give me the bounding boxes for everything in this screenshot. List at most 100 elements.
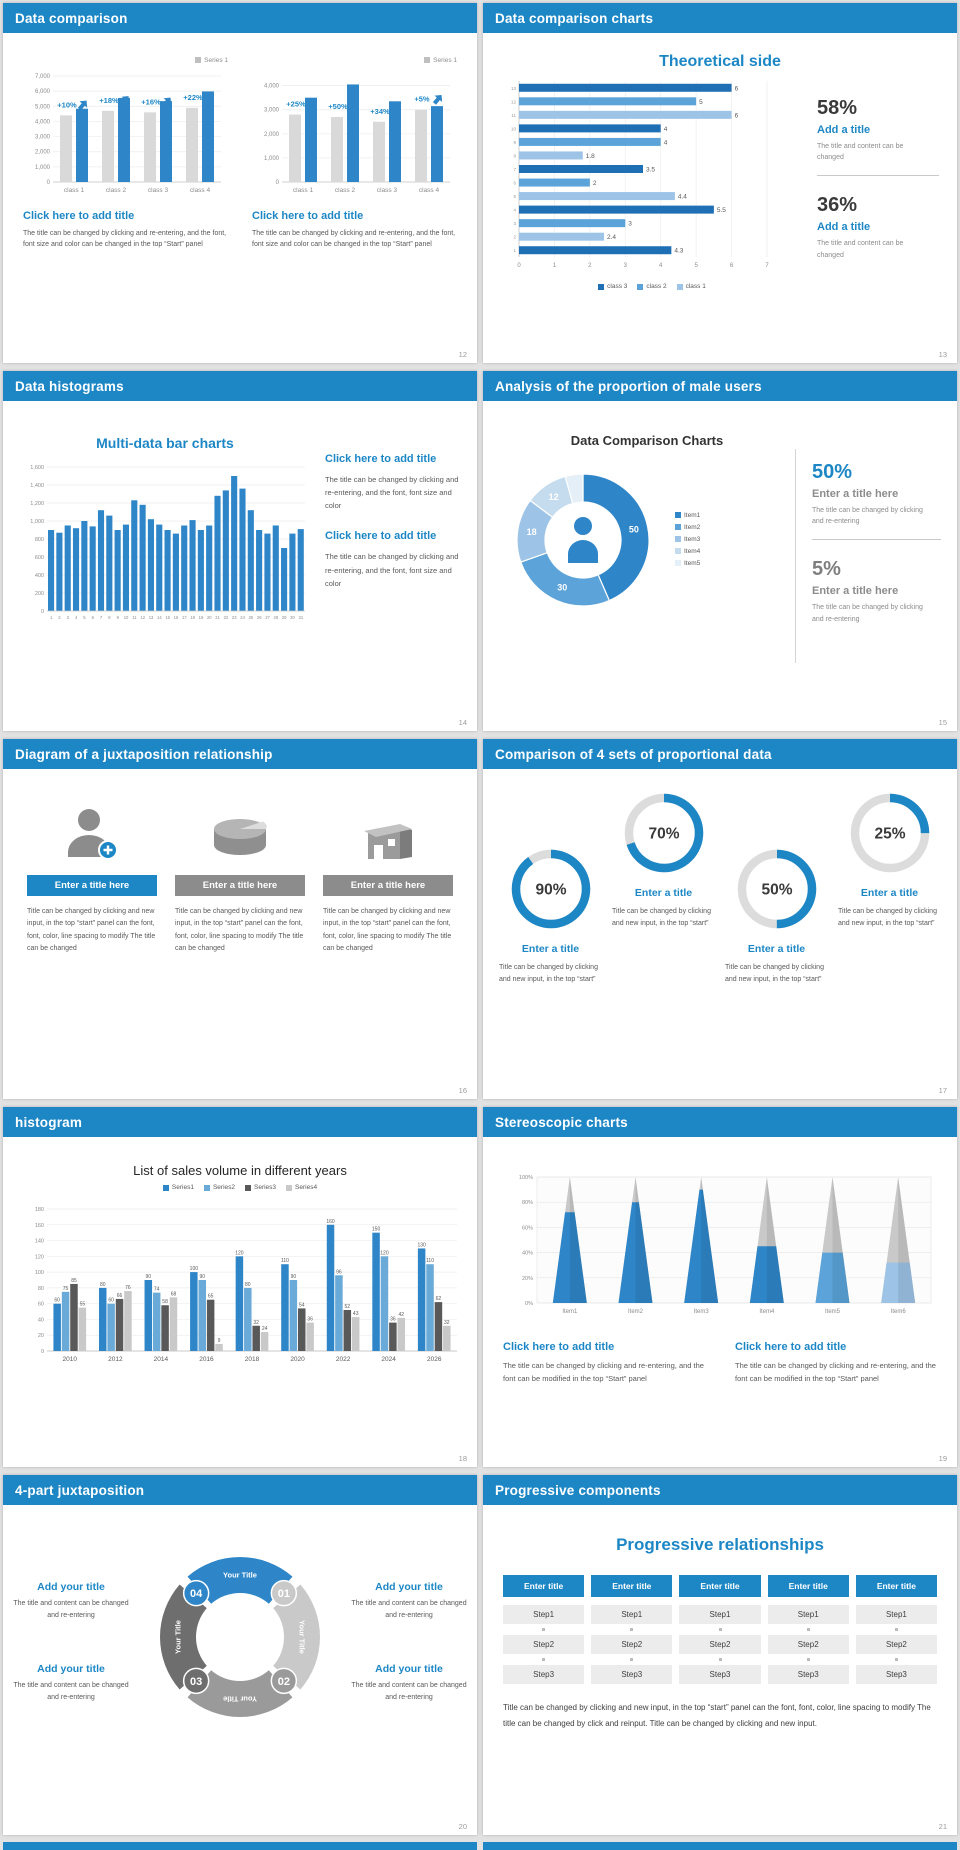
step: Step1 <box>591 1605 673 1624</box>
svg-text:0: 0 <box>41 1349 44 1355</box>
item-title: Enter a title here <box>175 875 305 896</box>
svg-text:80%: 80% <box>522 1200 533 1206</box>
svg-text:7: 7 <box>765 263 769 269</box>
svg-text:20: 20 <box>207 615 212 620</box>
stat-value: 50% <box>812 461 853 483</box>
svg-text:120: 120 <box>380 1250 389 1256</box>
svg-text:160: 160 <box>35 1223 44 1229</box>
section-title: Click here to add title <box>325 530 437 543</box>
svg-text:180: 180 <box>35 1207 44 1213</box>
slide-14-data-histograms[interactable]: Data histograms Multi-data bar charts 0 2… <box>3 371 477 731</box>
svg-text:class 3: class 3 <box>148 187 169 194</box>
next-slide-header-partial <box>3 1842 477 1850</box>
slide-12-data-comparison[interactable]: Data comparison Series 1 0 1,000 2,000 3,00… <box>3 3 477 363</box>
svg-text:class 2: class 2 <box>106 187 127 194</box>
ring-title: Enter a title <box>634 887 693 899</box>
svg-text:6: 6 <box>730 263 734 269</box>
slide-13-data-comparison-charts[interactable]: Data comparison charts Theoretical side … <box>483 3 957 363</box>
svg-text:23: 23 <box>232 615 237 620</box>
slide-title-bar: Comparison of 4 sets of proportional dat… <box>483 739 957 769</box>
corner-body: The title and content can be changed and… <box>351 1600 467 1619</box>
ring-text: Title can be changed by clicking and new… <box>838 908 937 927</box>
column-header: Enter title <box>679 1575 761 1597</box>
legend-swatch <box>424 57 431 63</box>
slide-19-stereoscopic-charts[interactable]: Stereoscopic charts 0% 20% 40% 60% 80% 100% It… <box>483 1107 957 1467</box>
svg-text:50%: 50% <box>761 882 792 899</box>
slide-15-male-users-proportion[interactable]: Analysis of the proportion of male users… <box>483 371 957 731</box>
panel-text: The title can be changed by clicking and… <box>23 230 227 249</box>
svg-text:1,000: 1,000 <box>35 165 51 171</box>
section-title: Click here to add title <box>503 1341 615 1353</box>
step: Step2 <box>591 1635 673 1654</box>
svg-text:160: 160 <box>326 1219 335 1225</box>
legend-swatch <box>203 1184 210 1191</box>
panel-text: The title can be changed by clicking and… <box>252 230 456 249</box>
svg-text:42: 42 <box>398 1312 404 1318</box>
slide-21-progressive-components[interactable]: Progressive components Progressive relat… <box>483 1475 957 1835</box>
svg-text:150: 150 <box>372 1227 381 1233</box>
legend-swatch <box>676 283 683 290</box>
svg-text:32: 32 <box>253 1320 259 1326</box>
svg-text:17: 17 <box>182 615 187 620</box>
grouped-column-chart: 0 20 40 60 80 100 120 140 160 180 60 75 85 55 2010 80 60… <box>19 1195 461 1379</box>
svg-text:4: 4 <box>664 139 668 146</box>
slide-16-juxtaposition-diagram[interactable]: Diagram of a juxtaposition relationship … <box>3 739 477 1099</box>
svg-text:1,600: 1,600 <box>30 465 44 471</box>
page-number: 18 <box>458 1454 467 1463</box>
legend-swatch <box>195 57 202 63</box>
svg-text:+5%: +5% <box>414 95 430 104</box>
corner-title: Add your title <box>375 1663 443 1675</box>
stat-title: Enter a title here <box>812 488 899 500</box>
stat-text: The title and content can be changed <box>817 240 904 259</box>
svg-text:30: 30 <box>290 615 295 620</box>
column-header: Enter title <box>591 1575 673 1597</box>
step: Step2 <box>767 1635 849 1654</box>
svg-text:110: 110 <box>426 1258 434 1264</box>
ring-item: 70% Enter a title Title can be changed b… <box>612 789 715 986</box>
slide-paragraph: Title can be changed by clicking and new… <box>503 1703 931 1728</box>
svg-text:0: 0 <box>47 180 51 186</box>
legend-item: Item1 <box>675 512 700 519</box>
svg-text:04: 04 <box>190 1588 203 1600</box>
slide-title-bar: 4-part juxtaposition <box>3 1475 477 1505</box>
svg-text:0%: 0% <box>525 1301 533 1307</box>
progressive-column: Enter title Step1 Step2 Step3 <box>855 1575 938 1684</box>
legend-swatch <box>675 548 681 554</box>
corner-title: Add your title <box>37 1581 105 1593</box>
legend-swatch <box>675 512 681 518</box>
svg-text:21: 21 <box>215 615 220 620</box>
svg-text:4: 4 <box>513 208 516 213</box>
svg-text:+18%: +18% <box>99 96 119 105</box>
svg-text:6: 6 <box>513 181 516 186</box>
stat-block: 58% Add a title The title and content ca… <box>817 91 939 177</box>
svg-text:1.8: 1.8 <box>586 153 595 160</box>
slide-body: Enter a title here Title can be changed … <box>3 769 477 955</box>
svg-text:29: 29 <box>282 615 287 620</box>
slide-17-proportional-data[interactable]: Comparison of 4 sets of proportional dat… <box>483 739 957 1099</box>
svg-text:60: 60 <box>108 1298 114 1304</box>
svg-text:24: 24 <box>262 1326 268 1332</box>
svg-text:400: 400 <box>35 573 44 579</box>
svg-text:1,000: 1,000 <box>30 519 44 525</box>
svg-text:13: 13 <box>511 86 517 91</box>
svg-text:100: 100 <box>35 1270 44 1276</box>
svg-text:class 1: class 1 <box>64 187 85 194</box>
svg-text:Item1: Item1 <box>562 1309 578 1315</box>
svg-text:6: 6 <box>92 615 95 620</box>
legend-swatch <box>675 560 681 566</box>
svg-text:02: 02 <box>278 1676 290 1688</box>
svg-text:5.5: 5.5 <box>717 207 726 214</box>
item-title: Enter a title here <box>27 875 157 896</box>
svg-text:18: 18 <box>527 527 537 537</box>
slide-title-bar: Data histograms <box>3 371 477 401</box>
svg-text:Item6: Item6 <box>891 1309 907 1315</box>
svg-text:3: 3 <box>67 615 70 620</box>
section-text: The title can be changed by clicking and… <box>325 475 459 511</box>
legend-item: class 3 <box>598 283 627 290</box>
slide-18-histogram[interactable]: histogram List of sales volume in differ… <box>3 1107 477 1467</box>
page-number: 16 <box>458 1086 467 1095</box>
slide-20-4-part-juxtaposition[interactable]: 4-part juxtaposition 01 Your Title 02 Your … <box>3 1475 477 1835</box>
stat-value: 58% <box>817 97 858 119</box>
page-number: 20 <box>458 1822 467 1831</box>
section-text: The title can be changed by clicking and… <box>735 1361 936 1383</box>
